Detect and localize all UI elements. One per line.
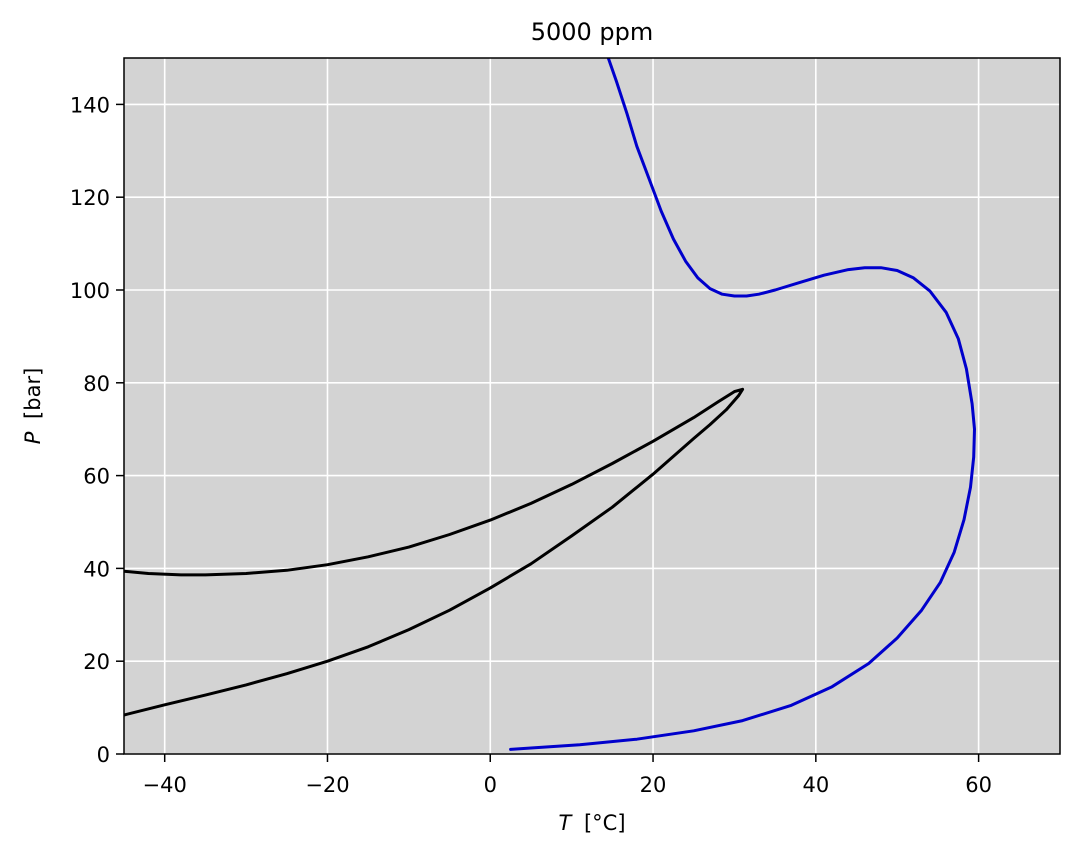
x-tick-label: −20 [305,773,349,797]
y-tick-label: 80 [83,372,110,396]
y-axis-label: P [bar] [21,368,45,445]
series-line-2 [509,58,976,751]
y-tick-label: 100 [70,279,110,303]
y-axis-unit: [bar] [21,368,45,419]
x-tick-label: −40 [143,773,187,797]
y-tick-label: 140 [70,93,110,117]
x-tick-label: 60 [965,773,992,797]
y-tick-label: 20 [83,650,110,674]
y-axis-symbol: P [21,431,45,444]
x-tick-label: 40 [802,773,829,797]
x-tick-label: 0 [484,773,497,797]
x-axis-unit: [°C] [584,811,626,835]
y-tick-label: 0 [97,743,110,767]
y-tick-label: 60 [83,465,110,489]
plot-area [124,58,1060,754]
y-axis-ticks: 0 20 40 60 80 100 120 140 [70,93,124,767]
y-tick-label: 40 [83,557,110,581]
x-axis-label: T [°C] [558,811,625,835]
x-axis-ticks: −40 −20 0 20 40 60 [143,754,992,797]
series-group [124,58,976,751]
y-tick-label: 120 [70,186,110,210]
chart-title: 5000 ppm [531,18,654,46]
series-line-1 [124,387,745,717]
plot-frame [123,57,1061,755]
x-tick-label: 20 [640,773,667,797]
x-axis-symbol: T [558,811,573,835]
grid [124,58,1060,755]
